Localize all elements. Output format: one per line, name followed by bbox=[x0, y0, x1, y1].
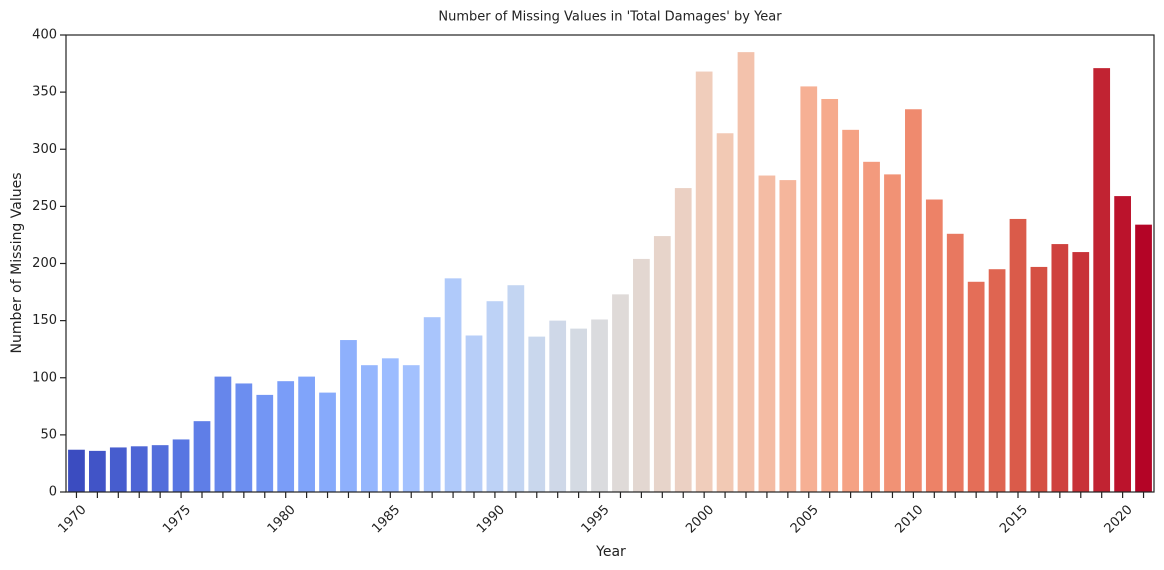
bar bbox=[821, 98, 839, 492]
bar bbox=[549, 320, 567, 492]
x-tick-label: 1980 bbox=[265, 502, 299, 536]
bar bbox=[988, 269, 1006, 492]
y-tick-label: 250 bbox=[32, 199, 57, 214]
bar bbox=[298, 376, 315, 492]
bar bbox=[340, 340, 357, 492]
bar bbox=[193, 421, 211, 492]
bar bbox=[361, 365, 378, 492]
bar bbox=[172, 439, 190, 492]
bar bbox=[905, 109, 922, 492]
bar bbox=[1051, 244, 1069, 492]
y-tick-label: 350 bbox=[32, 85, 57, 100]
bar bbox=[444, 278, 462, 492]
x-tick-label: 2015 bbox=[997, 502, 1031, 536]
bar bbox=[89, 450, 106, 492]
bar bbox=[1114, 196, 1131, 492]
bar bbox=[570, 328, 587, 492]
bar bbox=[633, 258, 650, 492]
bar bbox=[381, 358, 399, 492]
bar bbox=[695, 71, 713, 492]
bar bbox=[967, 281, 985, 492]
bar bbox=[130, 446, 148, 492]
x-tick-label: 1985 bbox=[369, 502, 403, 536]
bar bbox=[256, 394, 274, 492]
bar bbox=[68, 449, 85, 492]
bar bbox=[423, 317, 441, 492]
bar bbox=[716, 133, 734, 492]
bar bbox=[612, 294, 629, 492]
y-tick-label: 400 bbox=[32, 28, 57, 43]
bar bbox=[1093, 68, 1111, 492]
bar bbox=[528, 336, 546, 492]
bar bbox=[465, 335, 483, 492]
bar bbox=[674, 188, 692, 492]
x-tick-label: 2010 bbox=[892, 502, 926, 536]
x-tick-label: 1970 bbox=[56, 502, 90, 536]
bar bbox=[863, 161, 880, 492]
y-tick-label: 50 bbox=[40, 427, 57, 442]
bar bbox=[151, 445, 169, 492]
x-tick-label: 2000 bbox=[683, 502, 717, 536]
y-tick-label: 300 bbox=[32, 142, 57, 157]
bar bbox=[800, 86, 818, 492]
bar bbox=[319, 392, 336, 492]
bar bbox=[486, 301, 504, 492]
plot-frame bbox=[65, 34, 1155, 493]
x-tick-label: 2005 bbox=[788, 502, 822, 536]
bar bbox=[925, 199, 943, 492]
bar bbox=[277, 381, 295, 492]
y-axis-label: Number of Missing Values bbox=[9, 172, 25, 353]
bar bbox=[1072, 252, 1090, 492]
bar bbox=[402, 365, 420, 492]
y-tick-label: 0 bbox=[49, 485, 57, 500]
bar bbox=[946, 233, 964, 493]
bar bbox=[235, 383, 253, 492]
bar bbox=[884, 174, 901, 492]
bar bbox=[653, 236, 671, 492]
chart-title: Number of Missing Values in 'Total Damag… bbox=[438, 10, 782, 25]
bar bbox=[1009, 218, 1027, 492]
x-tick-label: 1975 bbox=[160, 502, 194, 536]
bar bbox=[1030, 266, 1048, 492]
bar bbox=[1135, 224, 1152, 492]
x-axis-label: Year bbox=[595, 544, 626, 560]
y-tick-label: 200 bbox=[32, 256, 57, 271]
y-tick-label: 150 bbox=[32, 313, 57, 328]
bar bbox=[758, 175, 776, 492]
y-tick-label: 100 bbox=[32, 370, 57, 385]
x-tick-label: 1990 bbox=[474, 502, 508, 536]
bar bbox=[109, 447, 127, 492]
bar bbox=[779, 180, 797, 492]
x-tick-label: 1995 bbox=[579, 502, 613, 536]
bar bbox=[842, 129, 859, 492]
bar bbox=[214, 376, 232, 492]
bar bbox=[737, 52, 755, 492]
bar bbox=[507, 285, 525, 492]
x-tick-label: 2020 bbox=[1102, 502, 1136, 536]
bar bbox=[591, 319, 608, 492]
